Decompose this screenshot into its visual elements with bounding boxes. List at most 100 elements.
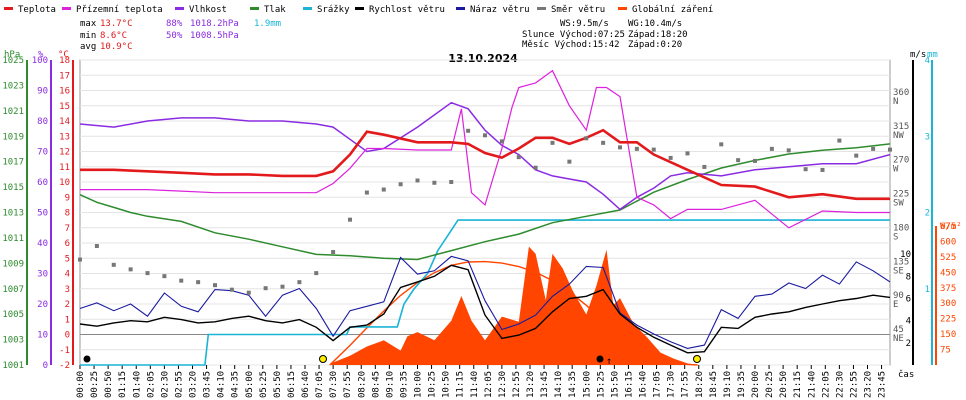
time-tick-label: 22:55 <box>849 371 859 398</box>
wind-direction-label: SE <box>893 266 904 276</box>
legend-label: Globální záření <box>632 5 713 15</box>
legend-swatch <box>355 7 364 10</box>
legend-swatch <box>175 7 184 10</box>
radiation-tick: 375 <box>940 284 956 294</box>
radiation-tick: 225 <box>940 315 956 325</box>
legend-swatch <box>537 7 546 10</box>
wind-direction-series <box>78 128 892 295</box>
temperature-tick: 11 <box>59 163 70 173</box>
temperature-tick: 2 <box>65 300 70 310</box>
time-tick-label: 21:40 <box>807 371 817 398</box>
wind-direction-point <box>499 139 504 144</box>
time-tick-label: 09:35 <box>399 371 409 398</box>
wind-direction-point <box>432 180 437 185</box>
time-tick-label: 04:35 <box>231 371 241 398</box>
time-tick-label: 01:40 <box>132 371 142 398</box>
time-tick-label: 00:00 <box>76 371 86 398</box>
legend-swatch <box>62 7 71 10</box>
legend-label: Směr větru <box>551 5 605 15</box>
line-series <box>79 69 891 366</box>
temperature-tick: 17 <box>59 71 70 81</box>
time-tick-label: 03:20 <box>189 371 199 398</box>
temperature-tick: 12 <box>59 148 70 158</box>
wind-direction-point <box>753 158 757 163</box>
pressure-tick: 1021 <box>2 107 24 117</box>
pressure-tick: 1011 <box>2 234 24 244</box>
wind-direction-point <box>618 145 622 150</box>
time-tick-label: 17:55 <box>681 371 691 398</box>
wind-direction-point <box>145 271 150 276</box>
radiation-tick: 75 <box>940 346 951 356</box>
time-tick-label: 17:05 <box>653 371 663 398</box>
stats-max-label: max <box>80 19 97 29</box>
wind-direction-point <box>651 147 656 152</box>
time-tick-label: 05:00 <box>245 371 255 398</box>
radiation-series <box>329 246 698 366</box>
wind-direction-point <box>162 274 167 279</box>
legend-label: Tlak <box>264 5 286 15</box>
wind-direction-point <box>466 128 471 133</box>
pressure-tick: 1007 <box>2 285 24 295</box>
wind-direction-point <box>702 164 707 169</box>
temperature-tick: -1 <box>59 346 70 356</box>
stats-avg-temp: 10.9°C <box>100 42 133 52</box>
time-tick-label: 23:45 <box>878 371 888 398</box>
wind-direction-point <box>213 283 217 288</box>
time-tick-label: 12:30 <box>498 371 508 398</box>
sunrise-marker <box>319 355 327 363</box>
wind-direction-point <box>483 133 487 138</box>
temperature-tick: 18 <box>59 56 70 66</box>
wind-direction-point <box>128 267 133 272</box>
time-tick-label: 06:40 <box>301 371 311 398</box>
temperature-tick: 8 <box>65 209 70 219</box>
wind-direction-point <box>803 167 808 172</box>
time-tick-label: 13:20 <box>526 371 536 398</box>
time-tick-label: 16:40 <box>639 371 649 398</box>
time-tick-label: 08:20 <box>357 371 367 398</box>
unit-hpa: hPa <box>4 50 20 60</box>
wind-speed-tick: 6 <box>906 295 911 305</box>
grid <box>80 59 890 366</box>
pressure-tick: 1001 <box>2 361 24 371</box>
rain-line <box>80 219 890 366</box>
time-tick-label: 07:30 <box>329 371 339 398</box>
time-tick-label: 07:05 <box>315 371 325 398</box>
sun-curve-line <box>329 260 698 366</box>
temperature-tick: 1 <box>65 315 70 325</box>
rain-tick: 3 <box>925 132 930 142</box>
pressure-tick: 1019 <box>2 132 24 142</box>
temperature-tick: 6 <box>65 239 70 249</box>
stats-block: max 13.7°C 88% 1018.2hPa 1.9mm min 8.6°C… <box>80 19 281 52</box>
sunset: Západ:18:20 <box>628 30 688 40</box>
wind-direction-tick: 135 <box>893 257 909 267</box>
wind-direction-point <box>719 142 724 147</box>
stats-rain-total: 1.9mm <box>254 19 281 29</box>
humidity-tick: 10 <box>37 331 48 341</box>
wind-direction-point <box>415 178 420 183</box>
time-tick-label: 02:05 <box>146 371 156 398</box>
moonset: Západ:0:20 <box>628 40 682 50</box>
time-tick-label: 14:10 <box>554 371 564 398</box>
wind-direction-point <box>398 182 403 187</box>
wind-direction-point <box>94 244 99 249</box>
pressure-tick: 1025 <box>2 56 24 66</box>
unit-pct: % <box>38 50 44 60</box>
temperature-tick: 5 <box>65 254 70 264</box>
wind-direction-point <box>111 262 116 267</box>
legend-label: Přízemní teplota <box>76 5 163 15</box>
wind-direction-point <box>601 140 606 145</box>
humidity-tick: 40 <box>37 239 48 249</box>
moonrise-marker <box>596 355 604 363</box>
temperature-tick: 16 <box>59 87 70 97</box>
wind-direction-tick: 45 <box>893 325 904 335</box>
wind-direction-point <box>196 280 201 285</box>
legend-label: Náraz větru <box>470 5 530 15</box>
time-tick-label: 20:50 <box>779 371 789 398</box>
time-tick-label: 04:10 <box>217 371 227 398</box>
time-tick-label: 14:35 <box>568 371 578 398</box>
time-tick-label: 20:25 <box>765 371 775 398</box>
time-tick-label: 22:30 <box>835 371 845 398</box>
wind-direction-label: NE <box>893 334 904 344</box>
stats-min-press: 1008.5hPa <box>190 31 239 41</box>
